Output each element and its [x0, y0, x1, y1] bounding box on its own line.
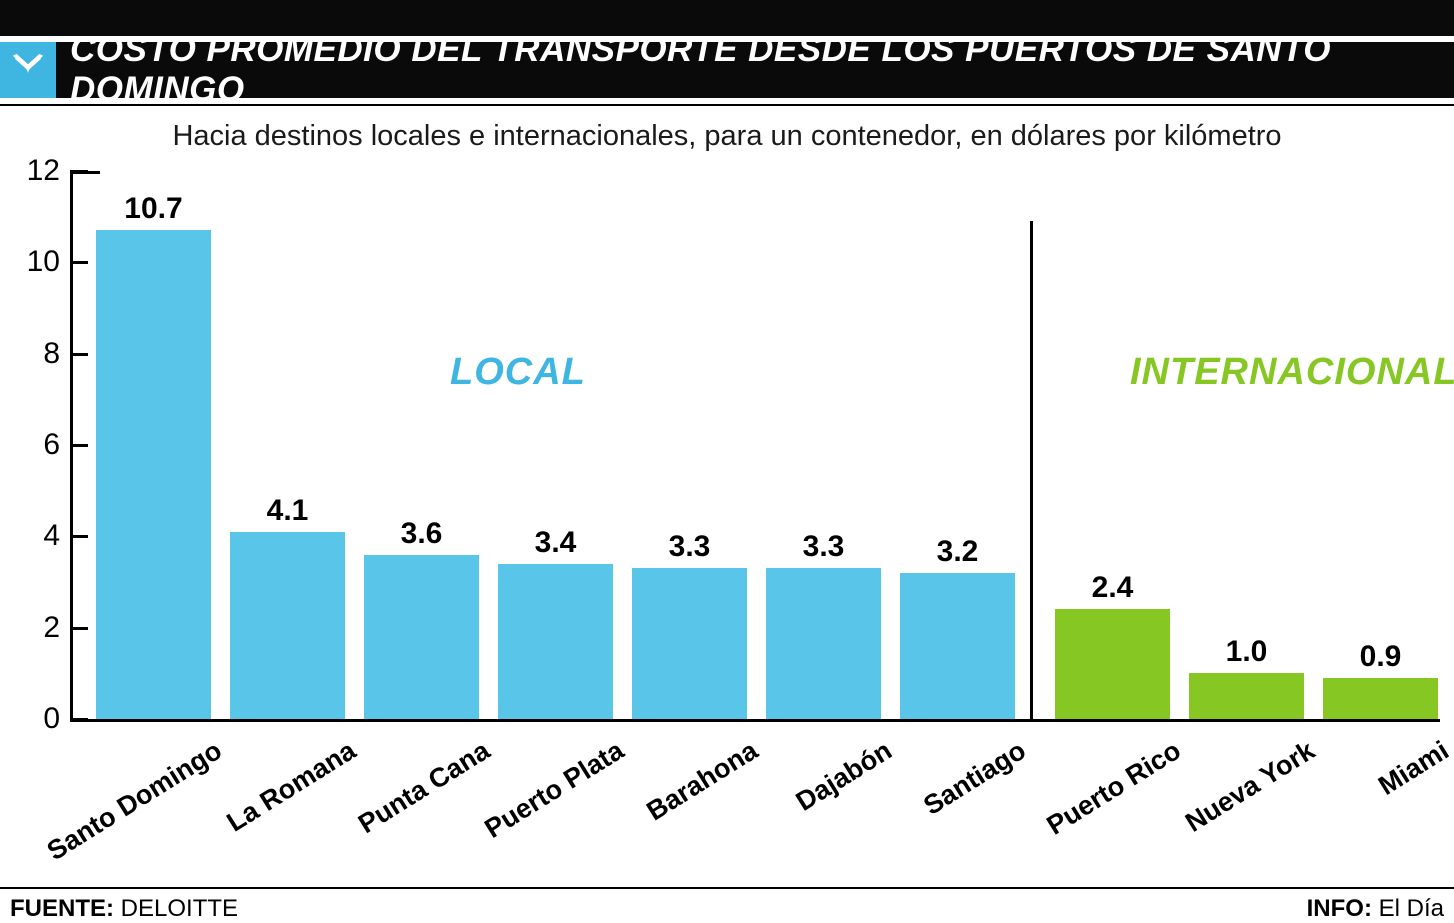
- y-tick-label: 4: [10, 519, 60, 553]
- info-value: El Día: [1379, 895, 1444, 922]
- title-row: COSTO PROMEDIO DEL TRANSPORTE DESDE LOS …: [0, 42, 1454, 98]
- y-tick-label: 12: [10, 154, 60, 188]
- footer-source: FUENTE: DELOITTE: [10, 895, 238, 923]
- bar-value-label: 3.2: [890, 535, 1025, 569]
- bar: [1055, 609, 1170, 719]
- y-axis-line: [70, 171, 73, 721]
- source-value: DELOITTE: [121, 895, 238, 922]
- bar-value-label: 3.3: [622, 530, 757, 564]
- y-tick-label: 6: [10, 428, 60, 462]
- chart-plot-area: 024681012 LOCALINTERNACIONAL10.7Santo Do…: [10, 161, 1450, 751]
- plot: LOCALINTERNACIONAL10.7Santo Domingo4.1La…: [70, 161, 1440, 721]
- section-label: INTERNACIONAL: [1130, 351, 1454, 394]
- y-axis-top-tick: [70, 171, 100, 174]
- bar-value-label: 0.9: [1313, 640, 1448, 674]
- bar-value-label: 3.3: [756, 530, 891, 564]
- bar: [766, 568, 881, 719]
- y-tick-label: 2: [10, 611, 60, 645]
- bar: [498, 564, 613, 719]
- bar: [632, 568, 747, 719]
- footer: FUENTE: DELOITTE INFO: El Día: [0, 889, 1454, 923]
- chart-title: COSTO PROMEDIO DEL TRANSPORTE DESDE LOS …: [70, 30, 1454, 110]
- section-divider: [1030, 221, 1033, 721]
- bar-value-label: 4.1: [220, 494, 355, 528]
- x-axis-line: [70, 719, 1440, 722]
- y-tick-label: 0: [10, 702, 60, 736]
- title-box: COSTO PROMEDIO DEL TRANSPORTE DESDE LOS …: [56, 42, 1454, 98]
- bar: [364, 555, 479, 719]
- bar-value-label: 10.7: [86, 192, 221, 226]
- info-label: INFO:: [1307, 895, 1372, 922]
- y-tick-label: 10: [10, 245, 60, 279]
- source-label: FUENTE:: [10, 895, 114, 922]
- chart-container: COSTO PROMEDIO DEL TRANSPORTE DESDE LOS …: [0, 0, 1454, 884]
- section-label: LOCAL: [450, 351, 586, 394]
- bar-value-label: 1.0: [1179, 635, 1314, 669]
- bar: [1323, 678, 1438, 719]
- y-tick-label: 8: [10, 337, 60, 371]
- footer-info: INFO: El Día: [1307, 895, 1444, 923]
- bar: [230, 532, 345, 719]
- fork-roads-icon: [9, 51, 47, 89]
- bar-value-label: 2.4: [1045, 571, 1180, 605]
- bar: [1189, 673, 1304, 719]
- y-axis: 024681012: [10, 161, 70, 721]
- bar: [900, 573, 1015, 719]
- bar: [96, 230, 211, 719]
- bar-value-label: 3.6: [354, 517, 489, 551]
- title-icon-box: [0, 42, 56, 98]
- bar-value-label: 3.4: [488, 526, 623, 560]
- chart-subtitle: Hacia destinos locales e internacionales…: [0, 106, 1454, 161]
